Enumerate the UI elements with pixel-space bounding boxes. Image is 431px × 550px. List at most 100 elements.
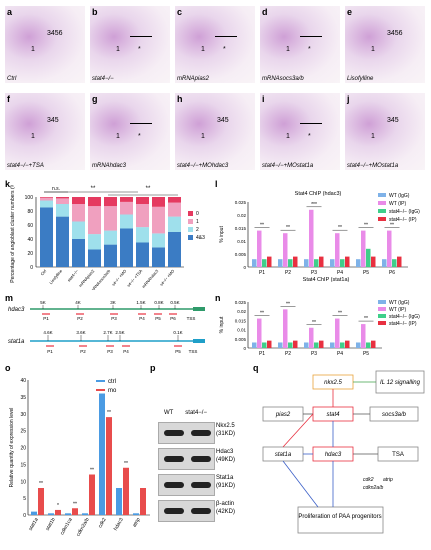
arch-one: 1 bbox=[31, 133, 35, 140]
promoter-schematic: hdac3 5K 4K 3K 1.5K 0.8K 0.5K P1 P2 P3 P4 P5 P6 TSS st… bbox=[8, 300, 205, 354]
y-axis-label: % input bbox=[219, 226, 225, 243]
bar-0 bbox=[152, 197, 165, 207]
legend-label: 1 bbox=[196, 219, 199, 225]
stat4-label: stat4 bbox=[326, 412, 340, 418]
bar bbox=[72, 508, 78, 515]
bar-1 bbox=[72, 204, 85, 222]
annotation: * bbox=[57, 503, 59, 509]
protein-size: (49KD) bbox=[216, 457, 236, 463]
annotation: ** bbox=[107, 410, 111, 416]
y-tick-label: 0.015 bbox=[235, 226, 247, 231]
gene-label: hdac3 bbox=[8, 307, 25, 313]
panel-letter-b: b bbox=[92, 7, 98, 17]
legend-label: ctrl bbox=[108, 379, 116, 385]
bar bbox=[278, 259, 283, 267]
bar bbox=[309, 209, 314, 267]
primer-label: P1 bbox=[43, 316, 49, 321]
blot-band bbox=[191, 482, 211, 488]
blot-label: β-actin (42KD) bbox=[216, 500, 235, 516]
x-tick-label: P3 bbox=[311, 351, 317, 357]
proliferation-label: Proliferation of PAA progenitors bbox=[298, 514, 381, 520]
bar bbox=[288, 259, 293, 267]
arch-numbers: 345 bbox=[47, 117, 59, 124]
y-tick-label: 0.025 bbox=[235, 200, 247, 205]
blot-strip bbox=[158, 474, 215, 496]
photo-a: a 3456 1 Ctrl bbox=[5, 6, 85, 83]
photo-b: b * 1 stat4−/− bbox=[90, 6, 170, 83]
site-label: 3.6K bbox=[76, 330, 85, 335]
y-axis-label: % input bbox=[219, 316, 225, 333]
bar-0 bbox=[104, 197, 117, 207]
protein-size: (91KD) bbox=[216, 483, 236, 489]
photo-f: f 345 1 stat4−/−+TSA bbox=[5, 93, 85, 170]
x-tick-label: P4 bbox=[337, 270, 343, 276]
annotation: ** bbox=[73, 501, 77, 507]
panel-letter-h: h bbox=[177, 94, 183, 104]
bar bbox=[31, 511, 37, 515]
asterisk: * bbox=[138, 133, 141, 140]
bar bbox=[335, 233, 340, 267]
legend-swatch bbox=[378, 307, 386, 311]
y-tick-label: 60 bbox=[27, 223, 33, 229]
x-tick-label: P1 bbox=[259, 270, 265, 276]
blot-band bbox=[164, 482, 184, 488]
y-tick-label: 0.005 bbox=[235, 337, 247, 342]
gene-box bbox=[193, 339, 205, 343]
legend-label: WT (IgG) bbox=[389, 300, 410, 306]
x-tick-label: P5 bbox=[363, 351, 369, 357]
bar-4-3 bbox=[120, 228, 133, 267]
bar-1 bbox=[120, 201, 133, 215]
chart-n: 0 0.005 0.01 0.015 0.02 0.025 % input P1 ** P2 ** P… bbox=[219, 300, 420, 357]
x-tick-label: cdkn1ca bbox=[59, 517, 74, 536]
legend-label: 2 bbox=[196, 227, 199, 233]
protein-name: Hdac3 bbox=[216, 449, 234, 455]
chart-title: Stat4 ChIP (hdac3) bbox=[295, 191, 342, 197]
bar-1 bbox=[104, 206, 117, 231]
bracket bbox=[130, 123, 152, 124]
nkx25-label: nkx2.5 bbox=[324, 380, 342, 386]
site-label: 0.5K bbox=[170, 300, 179, 305]
bar bbox=[314, 342, 319, 348]
x-tick-label: P2 bbox=[285, 270, 291, 276]
bar-4-3 bbox=[104, 244, 117, 267]
site-label: 4.6K bbox=[43, 330, 52, 335]
bar bbox=[55, 509, 61, 515]
bar-4-3 bbox=[56, 216, 69, 267]
bar-2 bbox=[152, 233, 165, 248]
y-tick-label: 20 bbox=[20, 446, 26, 452]
bar bbox=[123, 467, 129, 515]
y-tick-label: 30 bbox=[20, 412, 26, 418]
site-label: 1.5K bbox=[136, 300, 145, 305]
proliferation-box bbox=[297, 506, 384, 534]
primer-label: P4 bbox=[123, 349, 129, 354]
x-tick-label: hdac3 bbox=[113, 517, 125, 532]
annotation: ** bbox=[312, 320, 316, 326]
y-tick-label: 15 bbox=[20, 462, 26, 468]
photo-j: j 345 1 stat4−/−+MOstat1a bbox=[345, 93, 425, 170]
panel-letter-l: l bbox=[215, 179, 218, 189]
legend-label: stat4−/− (IP) bbox=[389, 217, 417, 223]
bar bbox=[262, 342, 267, 348]
annotation: *** bbox=[311, 202, 317, 208]
bar bbox=[288, 342, 293, 348]
bar bbox=[314, 259, 319, 267]
y-tick-label: 10 bbox=[20, 479, 26, 485]
protein-name: Nkx2.5 bbox=[216, 423, 235, 429]
x-tick-label: stat1b bbox=[45, 517, 57, 532]
bar bbox=[267, 340, 272, 348]
blot-label: Hdac3 (49KD) bbox=[216, 448, 235, 464]
primer-label: P3 bbox=[111, 316, 117, 321]
pias2-label: pias2 bbox=[275, 412, 291, 418]
panel-letter-a: a bbox=[7, 7, 13, 17]
bar bbox=[397, 256, 402, 267]
arch-one: 1 bbox=[116, 133, 120, 140]
bar bbox=[283, 233, 288, 267]
site-label: 4K bbox=[75, 300, 81, 305]
legend-swatch bbox=[378, 209, 386, 213]
bar bbox=[133, 513, 139, 515]
primer-label: TSS bbox=[189, 349, 198, 354]
y-tick-label: 0.02 bbox=[237, 309, 246, 314]
bar bbox=[267, 256, 272, 267]
annotation: ** bbox=[286, 225, 290, 231]
annotation: ** bbox=[286, 301, 290, 307]
